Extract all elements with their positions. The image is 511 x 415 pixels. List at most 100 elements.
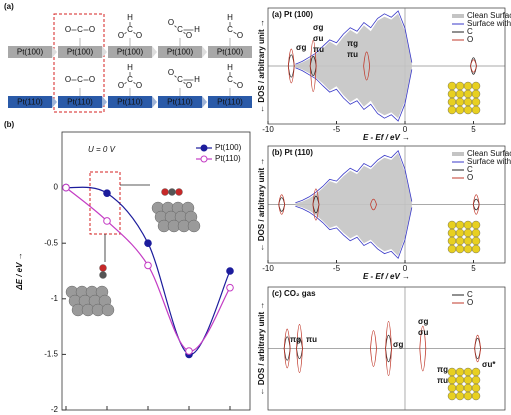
atom-ball [463,391,473,401]
atom-ball [187,219,201,233]
atom-ball [471,97,481,107]
data-point [144,261,152,270]
atom-ball [455,375,465,385]
dos-peak [312,188,320,221]
atom-label: O [65,75,71,84]
atom-ball [447,383,457,393]
surface-block [108,46,152,58]
surface-label: Pt(100) [17,48,44,57]
y-tick-label: -1 [51,294,59,303]
dos-area [295,204,412,256]
atom-ball [447,97,457,107]
dos-peak [470,59,477,73]
dos-peak [309,40,317,92]
atom-ball [447,105,457,115]
series-line [65,187,231,352]
atom-ball [463,375,473,385]
step-arrow [102,96,107,108]
surface-block [108,96,152,108]
x-axis-label: E - Ef / eV → [363,133,410,142]
x-tick-label: 0 [403,264,408,273]
atom-ball [455,236,465,246]
atom-label: C [77,25,83,34]
data-point [62,183,70,192]
surface-label: Pt(110) [17,98,43,107]
atom-label: C [227,75,233,84]
atom-label: C [127,75,133,84]
atom-ball [463,89,473,99]
panel-label: (a) [4,2,14,11]
panel-title: (c) CO₂ gas [272,289,316,298]
atom-ball [447,244,457,254]
atom-bg [76,76,84,84]
legend-marker [200,155,208,163]
legend-label: O [467,173,473,182]
dos-line [295,149,413,204]
y-axis-label: ← DOS / arbitrary unit → [257,302,266,396]
dos-peak [474,334,482,363]
atom-label: H [194,75,200,84]
legend-marker [200,144,208,152]
panel-title: (a) Pt (100) [272,10,313,19]
dos-peak [385,321,392,376]
panel-label: (b) [4,120,15,129]
peak-label: πu [437,376,448,385]
atom-label: O [89,25,95,34]
legend-label: Clean Surface [467,11,511,20]
atom-bg [117,82,125,90]
atom-ball [455,367,465,377]
y-tick-label: -0.5 [44,238,58,247]
atom-bg [135,32,143,40]
surface-block [158,96,202,108]
atom-ball [99,271,107,279]
atom-bg [167,69,175,77]
atom-ball [175,188,183,196]
atom-label: O [89,75,95,84]
atom-ball [455,391,465,401]
legend-label: C [467,290,473,299]
atom-label: O [237,81,243,90]
surface-label: Pt(110) [167,98,193,107]
atom-label: C [127,25,133,34]
dos-line [295,67,413,122]
atom-bg [88,76,96,84]
data-point [185,347,193,355]
atom-bg [88,26,96,34]
atom-label: O [168,18,174,27]
peak-label: πu [347,50,358,59]
atom-label: O [168,68,174,77]
atom-label: O [136,81,142,90]
atom-label: O [136,31,142,40]
atom-ball [471,391,481,401]
y-axis-label: ← DOS / arbitrary unit → [257,158,266,252]
y-axis-label: ΔE / eV → [15,252,24,290]
dos-area [295,13,412,67]
x-tick-label: -5 [333,125,341,134]
surface-block [8,96,52,108]
data-point [103,217,111,225]
atom-ball [471,367,481,377]
dos-peak [472,194,480,215]
atom-ball [455,105,465,115]
atom-bg [176,76,184,84]
atom-bg [64,76,72,84]
atom-ball [161,188,169,196]
atom-ball [463,81,473,91]
atom-ball [455,97,465,107]
atom-bg [226,14,234,22]
legend-label: C [467,165,473,174]
atom-bg [236,82,244,90]
legend-label: Pt(110) [215,154,241,163]
dos-line [295,205,413,260]
data-point [226,283,234,292]
y-tick-label: 0 [54,183,59,192]
atom-ball [463,105,473,115]
surface-label: Pt(110) [117,98,143,107]
y-axis-label: ← DOS / arbitrary unit → [257,19,266,113]
atom-bg [236,32,244,40]
peak-label: πg [437,365,448,374]
step-arrow [202,96,207,108]
peak-label: σu [313,34,323,43]
dos-peak [278,194,286,215]
